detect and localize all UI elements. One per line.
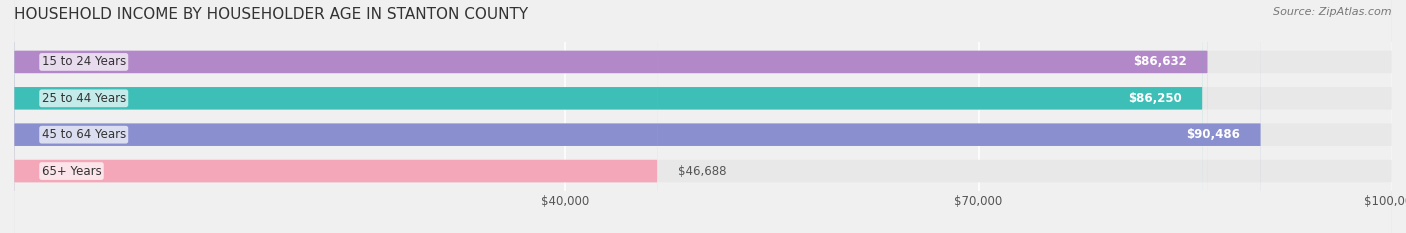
Text: $90,486: $90,486: [1187, 128, 1240, 141]
Text: 65+ Years: 65+ Years: [42, 164, 101, 178]
FancyBboxPatch shape: [14, 0, 1392, 233]
FancyBboxPatch shape: [14, 0, 658, 233]
Text: $86,250: $86,250: [1128, 92, 1182, 105]
Text: $46,688: $46,688: [678, 164, 727, 178]
Text: HOUSEHOLD INCOME BY HOUSEHOLDER AGE IN STANTON COUNTY: HOUSEHOLD INCOME BY HOUSEHOLDER AGE IN S…: [14, 7, 529, 22]
Text: $86,632: $86,632: [1133, 55, 1187, 69]
Text: 45 to 64 Years: 45 to 64 Years: [42, 128, 127, 141]
FancyBboxPatch shape: [14, 0, 1392, 233]
FancyBboxPatch shape: [14, 0, 1392, 233]
FancyBboxPatch shape: [14, 0, 1392, 233]
Text: 25 to 44 Years: 25 to 44 Years: [42, 92, 127, 105]
Text: 15 to 24 Years: 15 to 24 Years: [42, 55, 127, 69]
FancyBboxPatch shape: [14, 0, 1261, 233]
FancyBboxPatch shape: [14, 0, 1202, 233]
FancyBboxPatch shape: [14, 0, 1208, 233]
Text: Source: ZipAtlas.com: Source: ZipAtlas.com: [1274, 7, 1392, 17]
